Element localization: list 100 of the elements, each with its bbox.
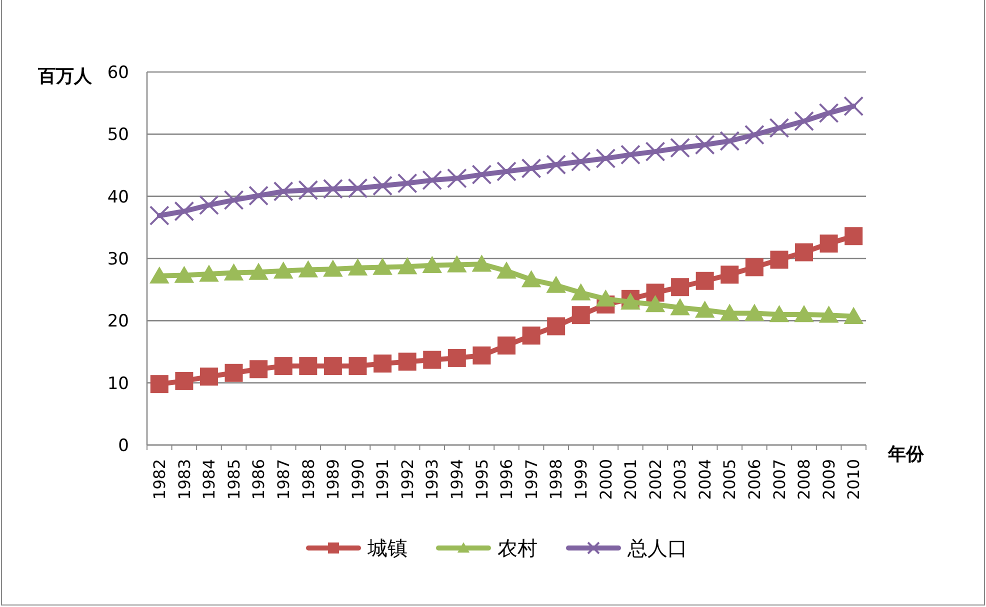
x-tick-label: 1991: [373, 459, 392, 500]
y-tick-label: 60: [107, 62, 129, 83]
x-tick-label: 2009: [819, 459, 838, 500]
x-tick-label: 1988: [298, 459, 318, 500]
x-tick-label: 1993: [422, 459, 442, 500]
x-tick-label: 1987: [274, 459, 293, 500]
x-tick-label: 2002: [646, 459, 665, 500]
x-tick-label: 2000: [596, 459, 616, 500]
point: [596, 148, 616, 168]
point: [397, 257, 418, 274]
y-tick-label: 10: [107, 374, 129, 394]
point: [372, 258, 392, 275]
point: [546, 154, 566, 175]
x-tick-label: 2010: [844, 459, 864, 500]
x-tick-label: 1994: [448, 459, 467, 500]
x-tick-label: 1995: [472, 459, 492, 500]
point: [572, 306, 590, 324]
point: [646, 284, 664, 302]
point: [670, 138, 690, 158]
point: [844, 96, 864, 116]
x-tick-label: 1983: [174, 459, 194, 500]
point: [198, 195, 219, 216]
y-tick-label: 30: [107, 249, 129, 270]
point: [620, 292, 640, 310]
point: [818, 306, 839, 323]
point: [770, 250, 788, 269]
point: [596, 289, 616, 307]
x-tick-label: 1996: [497, 459, 516, 500]
point: [694, 300, 715, 318]
point: [273, 181, 294, 202]
x-axis-title: 年份: [887, 444, 925, 465]
x-tick-label: 1998: [546, 459, 566, 500]
point: [472, 164, 492, 185]
point: [744, 124, 764, 145]
point: [224, 263, 244, 280]
y-axis-title: 百万人: [37, 66, 93, 87]
point: [250, 360, 268, 378]
point: [298, 180, 318, 200]
point: [150, 375, 168, 394]
point: [248, 262, 268, 280]
point: [496, 261, 516, 279]
point: [546, 276, 566, 293]
x-tick-label: 1997: [522, 459, 541, 500]
point: [570, 283, 591, 300]
point: [372, 176, 393, 196]
point: [199, 264, 219, 282]
point: [547, 317, 566, 336]
point: [348, 357, 367, 376]
y-tick-label: 0: [118, 436, 129, 456]
point: [521, 270, 542, 288]
point: [720, 266, 739, 284]
point: [446, 168, 467, 188]
point: [422, 256, 442, 273]
point: [820, 234, 838, 253]
x-tick-label: 1982: [150, 459, 169, 500]
point: [323, 260, 343, 277]
point: [720, 304, 740, 321]
point: [498, 336, 516, 355]
point: [324, 357, 342, 376]
point: [374, 354, 392, 373]
point: [744, 304, 764, 321]
point: [794, 111, 814, 132]
point: [472, 254, 492, 272]
point: [645, 295, 666, 312]
point: [175, 372, 194, 390]
point: [274, 357, 292, 376]
point: [299, 357, 318, 376]
point: [671, 278, 690, 296]
x-tick-label: 1989: [324, 459, 343, 500]
x-tick-label: 1990: [348, 459, 368, 500]
x-tick-label: 2008: [794, 459, 814, 500]
point: [694, 134, 715, 155]
point: [696, 272, 714, 290]
y-tick-label: 40: [107, 187, 129, 208]
point: [794, 305, 814, 322]
point: [149, 206, 170, 226]
point: [620, 144, 640, 165]
point: [769, 305, 790, 322]
point: [224, 190, 244, 210]
legend-label: 农村: [498, 536, 538, 560]
point: [844, 227, 863, 246]
legend-label: 总人口: [626, 536, 688, 560]
point: [174, 266, 194, 283]
x-tick-label: 2003: [670, 459, 690, 500]
x-tick-label: 2005: [720, 459, 740, 500]
point: [298, 260, 318, 278]
point: [348, 178, 368, 198]
point: [174, 201, 194, 222]
x-tick-label: 1999: [571, 459, 590, 500]
point: [645, 142, 666, 162]
x-tick-label: 1992: [398, 459, 417, 500]
point: [570, 152, 591, 172]
point: [522, 326, 540, 345]
point: [496, 161, 516, 182]
x-tick-label: 2006: [745, 459, 764, 500]
point: [273, 261, 294, 279]
point: [448, 348, 466, 367]
point: [224, 364, 243, 382]
point: [322, 178, 343, 199]
point: [248, 186, 269, 206]
